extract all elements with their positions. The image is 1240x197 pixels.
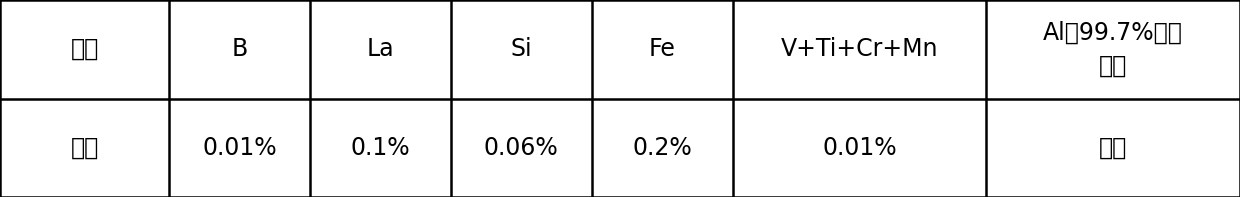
Text: Fe: Fe	[649, 37, 676, 61]
Text: 组分: 组分	[71, 37, 99, 61]
Text: Si: Si	[511, 37, 532, 61]
Text: 含量: 含量	[71, 136, 99, 160]
Text: 0.01%: 0.01%	[202, 136, 277, 160]
Text: 0.2%: 0.2%	[632, 136, 692, 160]
Text: 0.1%: 0.1%	[351, 136, 410, 160]
Text: V+Ti+Cr+Mn: V+Ti+Cr+Mn	[781, 37, 939, 61]
Text: B: B	[232, 37, 248, 61]
Text: 0.06%: 0.06%	[484, 136, 559, 160]
Text: La: La	[367, 37, 394, 61]
Text: Al（99.7%）和
杂质: Al（99.7%）和 杂质	[1043, 20, 1183, 78]
Text: 0.01%: 0.01%	[822, 136, 897, 160]
Text: 余量: 余量	[1099, 136, 1127, 160]
